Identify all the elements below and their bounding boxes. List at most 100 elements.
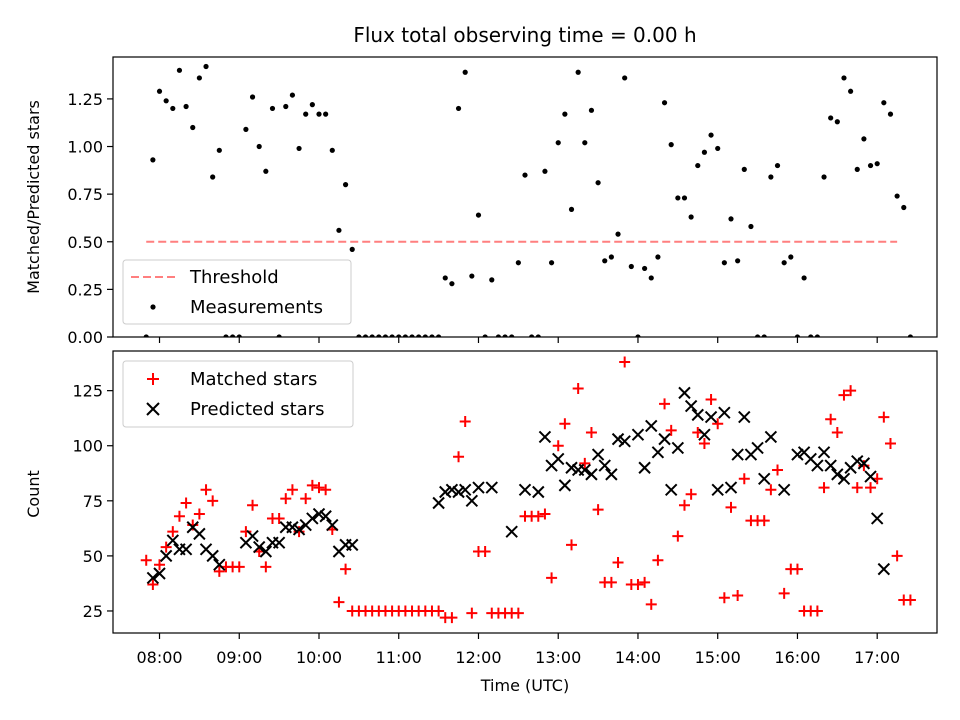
matched-stars-point — [579, 457, 591, 469]
measurement-point — [369, 334, 375, 337]
measurement-point — [622, 75, 628, 81]
predicted-stars-point — [286, 521, 299, 534]
measurement-point — [515, 260, 521, 266]
measurement-point — [210, 174, 216, 180]
measurement-point — [316, 111, 322, 117]
predicted-stars-point — [465, 494, 479, 508]
predicted-stars-point — [731, 448, 744, 461]
predicted-stars-point — [319, 510, 332, 523]
matched-stars-point — [678, 499, 690, 511]
predicted-stars-point — [738, 410, 751, 424]
predicted-stars-point — [578, 463, 592, 477]
measurement-point — [748, 223, 754, 230]
measurement-point — [788, 254, 794, 260]
measurement-point — [555, 140, 561, 146]
measurement-point — [615, 231, 621, 237]
matched-stars-point — [273, 512, 285, 524]
bottom-legend-box — [122, 360, 354, 428]
x-tick-label: 10:00 — [296, 648, 342, 667]
matched-stars-point — [818, 482, 830, 494]
predicted-stars-point — [445, 483, 459, 497]
predicted-stars-point — [817, 446, 831, 459]
matched-stars-point — [160, 541, 172, 553]
matched-stars-point — [293, 526, 305, 538]
measurement-point — [668, 142, 674, 148]
measurement-point — [874, 161, 880, 167]
measurement-point — [502, 334, 508, 337]
predicted-stars-point — [166, 534, 180, 547]
measurement-point — [661, 100, 668, 106]
matched-stars-point — [738, 473, 750, 485]
measurement-point — [881, 100, 887, 106]
predicted-stars-point — [837, 472, 851, 485]
predicted-stars-point — [179, 543, 193, 556]
measurement-point — [156, 88, 163, 94]
predicted-stars-point — [538, 430, 552, 444]
matched-stars-point — [140, 554, 152, 566]
matched-stars-point — [247, 499, 259, 511]
matched-stars-point — [559, 418, 571, 430]
measurement-point — [489, 277, 495, 283]
measurement-point — [887, 111, 894, 117]
matched-stars-point — [539, 508, 551, 520]
measurement-point — [416, 334, 422, 337]
measurement-point — [336, 227, 342, 233]
measurement-point — [349, 246, 355, 252]
measurement-point — [276, 334, 282, 337]
matched-stars-point — [466, 607, 478, 619]
measurement-point — [701, 149, 708, 155]
measurement-point — [642, 265, 648, 272]
matched-stars-point — [233, 561, 245, 573]
measurement-point — [628, 263, 634, 270]
predicted-stars-point — [631, 428, 645, 441]
matched-stars-point — [665, 424, 677, 436]
measurement-point — [356, 334, 362, 337]
legend-predicted-label: Predicted stars — [190, 399, 324, 420]
predicted-stars-point — [252, 540, 266, 554]
measurement-point — [535, 334, 541, 337]
measurement-point — [608, 254, 614, 260]
measurement-point — [808, 334, 814, 337]
predicted-stars-point — [611, 432, 625, 446]
matched-stars-point — [685, 488, 697, 500]
matched-stars-point — [878, 411, 890, 423]
predicted-stars-point — [193, 527, 206, 541]
matched-stars-point — [592, 504, 604, 516]
measurement-point — [196, 75, 202, 81]
matched-stars-point — [645, 598, 657, 610]
measurement-point — [382, 334, 389, 337]
predicted-stars-point — [698, 428, 711, 441]
matched-stars-point — [313, 482, 325, 494]
legend-measurements-label: Measurements — [190, 297, 323, 318]
matched-stars-point — [566, 539, 578, 551]
matched-stars-point — [320, 484, 332, 496]
measurement-point — [761, 334, 767, 337]
measurement-point — [402, 334, 408, 337]
measurement-point — [236, 334, 242, 337]
predicted-stars-point — [206, 549, 219, 563]
matched-stars-point — [791, 563, 803, 575]
predicted-stars-point — [704, 410, 718, 424]
measurement-point — [230, 334, 236, 337]
measurement-point — [648, 275, 654, 281]
matched-stars-point — [446, 612, 458, 624]
measurement-point — [695, 162, 701, 169]
bottom-y-tick-label: 50 — [83, 547, 103, 566]
measurement-point — [362, 334, 369, 337]
predicted-stars-point — [153, 567, 166, 580]
measurement-point — [323, 111, 329, 117]
measurement-point — [216, 147, 222, 153]
top-chart-title: Flux total observing time = 0.00 h — [353, 23, 696, 47]
matched-stars-point — [778, 587, 790, 599]
top-y-tick-label: 0.00 — [67, 328, 103, 347]
measurement-point — [183, 103, 189, 110]
matched-stars-point — [280, 493, 292, 505]
measurement-point — [409, 334, 415, 337]
measurement-point — [529, 334, 535, 337]
matched-stars-point — [858, 460, 870, 472]
matched-stars-point — [718, 592, 730, 604]
matched-stars-point — [712, 418, 724, 430]
predicted-stars-point — [645, 419, 658, 433]
measurement-point — [243, 126, 249, 132]
